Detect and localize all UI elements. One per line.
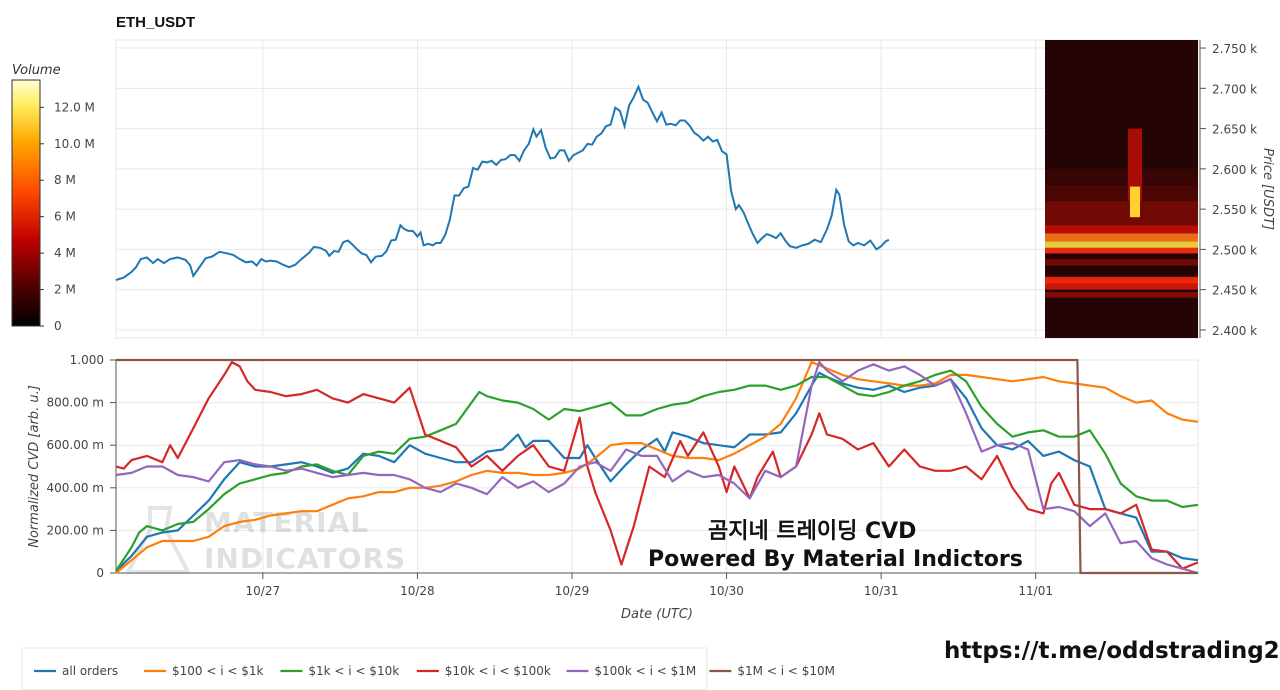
- heatmap-band: [1045, 201, 1198, 226]
- price-ytick-label: 2.550 k: [1212, 203, 1257, 217]
- telegram-link[interactable]: https://t.me/oddstrading2: [944, 638, 1280, 664]
- overlay-title: 곰지네 트레이딩 CVD: [708, 519, 917, 544]
- cvd-ytick-label: 1.000: [70, 353, 104, 367]
- cvd-xtick-label: 10/27: [246, 584, 281, 598]
- series-line-s1m: [116, 358, 1198, 575]
- heatmap-band: [1045, 233, 1198, 242]
- colorbar-tick-label: 6 M: [54, 210, 76, 224]
- colorbar-tick-label: 12.0 M: [54, 100, 95, 114]
- price-ytick-label: 2.600 k: [1212, 163, 1257, 177]
- cvd-ytick-label: 800.00 m: [47, 396, 105, 410]
- legend-box: [21, 647, 708, 690]
- legend-label-s1k: $1k < i < $10k: [308, 664, 399, 678]
- series-line-s100: [115, 361, 1199, 574]
- flask-icon: [124, 506, 192, 574]
- cvd-ylabel: Normalized CVD [arb. u.]: [27, 385, 42, 548]
- heatmap-band: [1045, 259, 1198, 266]
- heatmap-band: [1045, 184, 1198, 202]
- colorbar-tick-label: 2 M: [54, 283, 76, 297]
- heatmap-band: [1045, 292, 1198, 298]
- cvd-xtick-label: 11/01: [1018, 584, 1053, 598]
- legend-label-s100: $100 < i < $1k: [172, 664, 264, 678]
- cvd-xtick-label: 10/31: [864, 584, 899, 598]
- price-ytick-label: 2.750 k: [1212, 42, 1257, 56]
- cvd-xtick-label: 10/30: [709, 584, 744, 598]
- series-line-all: [115, 371, 1199, 572]
- price-ytick-label: 2.700 k: [1212, 82, 1257, 96]
- logo-text-2: INDICATORS: [204, 542, 406, 575]
- heatmap-band: [1045, 241, 1198, 248]
- legend-label-s1m: $1M < i < $10M: [737, 664, 835, 678]
- series-line-s10k: [115, 361, 1199, 570]
- series-line-s1k: [115, 369, 1199, 572]
- cvd-ytick-label: 600.00 m: [47, 438, 105, 452]
- price-line: [115, 84, 890, 281]
- series-line-s100k: [115, 361, 1199, 575]
- colorbar: [11, 79, 41, 327]
- heatmap-band: [1045, 276, 1198, 284]
- legend-label-all: all orders: [62, 664, 118, 678]
- price-ylabel: Price [USDT]: [1260, 148, 1275, 230]
- heatmap-band: [1045, 225, 1198, 234]
- colorbar-tick-label: 0: [54, 319, 62, 333]
- colorbar-tick-label: 4 M: [54, 246, 76, 260]
- legend-label-s100k: $100k < i < $1M: [594, 664, 696, 678]
- heatmap-spike: [1128, 128, 1142, 202]
- overlay-subtitle: Powered By Material Indictors: [648, 547, 1023, 572]
- cvd-ytick-label: 200.00 m: [47, 523, 105, 537]
- cvd-xtick-label: 10/29: [555, 584, 590, 598]
- heatmap-spike-core: [1130, 186, 1140, 218]
- cvd-ytick-label: 400.00 m: [47, 481, 105, 495]
- colorbar-label: Volume: [12, 63, 61, 78]
- heatmap-band: [1045, 168, 1198, 185]
- price-ytick-label: 2.400 k: [1212, 324, 1257, 338]
- price-ytick-label: 2.650 k: [1212, 123, 1257, 137]
- cvd-xlabel: Date (UTC): [621, 607, 693, 622]
- legend-label-s10k: $10k < i < $100k: [445, 664, 551, 678]
- colorbar-tick-label: 10.0 M: [54, 137, 95, 151]
- cvd-ytick-label: 0: [96, 566, 104, 580]
- price-ytick-label: 2.450 k: [1212, 284, 1257, 298]
- heatmap-band: [1045, 281, 1198, 290]
- heatmap-band: [1045, 247, 1198, 254]
- chart-title: ETH_USDT: [116, 14, 196, 31]
- colorbar-tick-label: 8 M: [54, 173, 76, 187]
- cvd-xtick-label: 10/28: [400, 584, 435, 598]
- logo-text-1: MATERIAL: [204, 506, 369, 539]
- price-ytick-label: 2.500 k: [1212, 243, 1257, 257]
